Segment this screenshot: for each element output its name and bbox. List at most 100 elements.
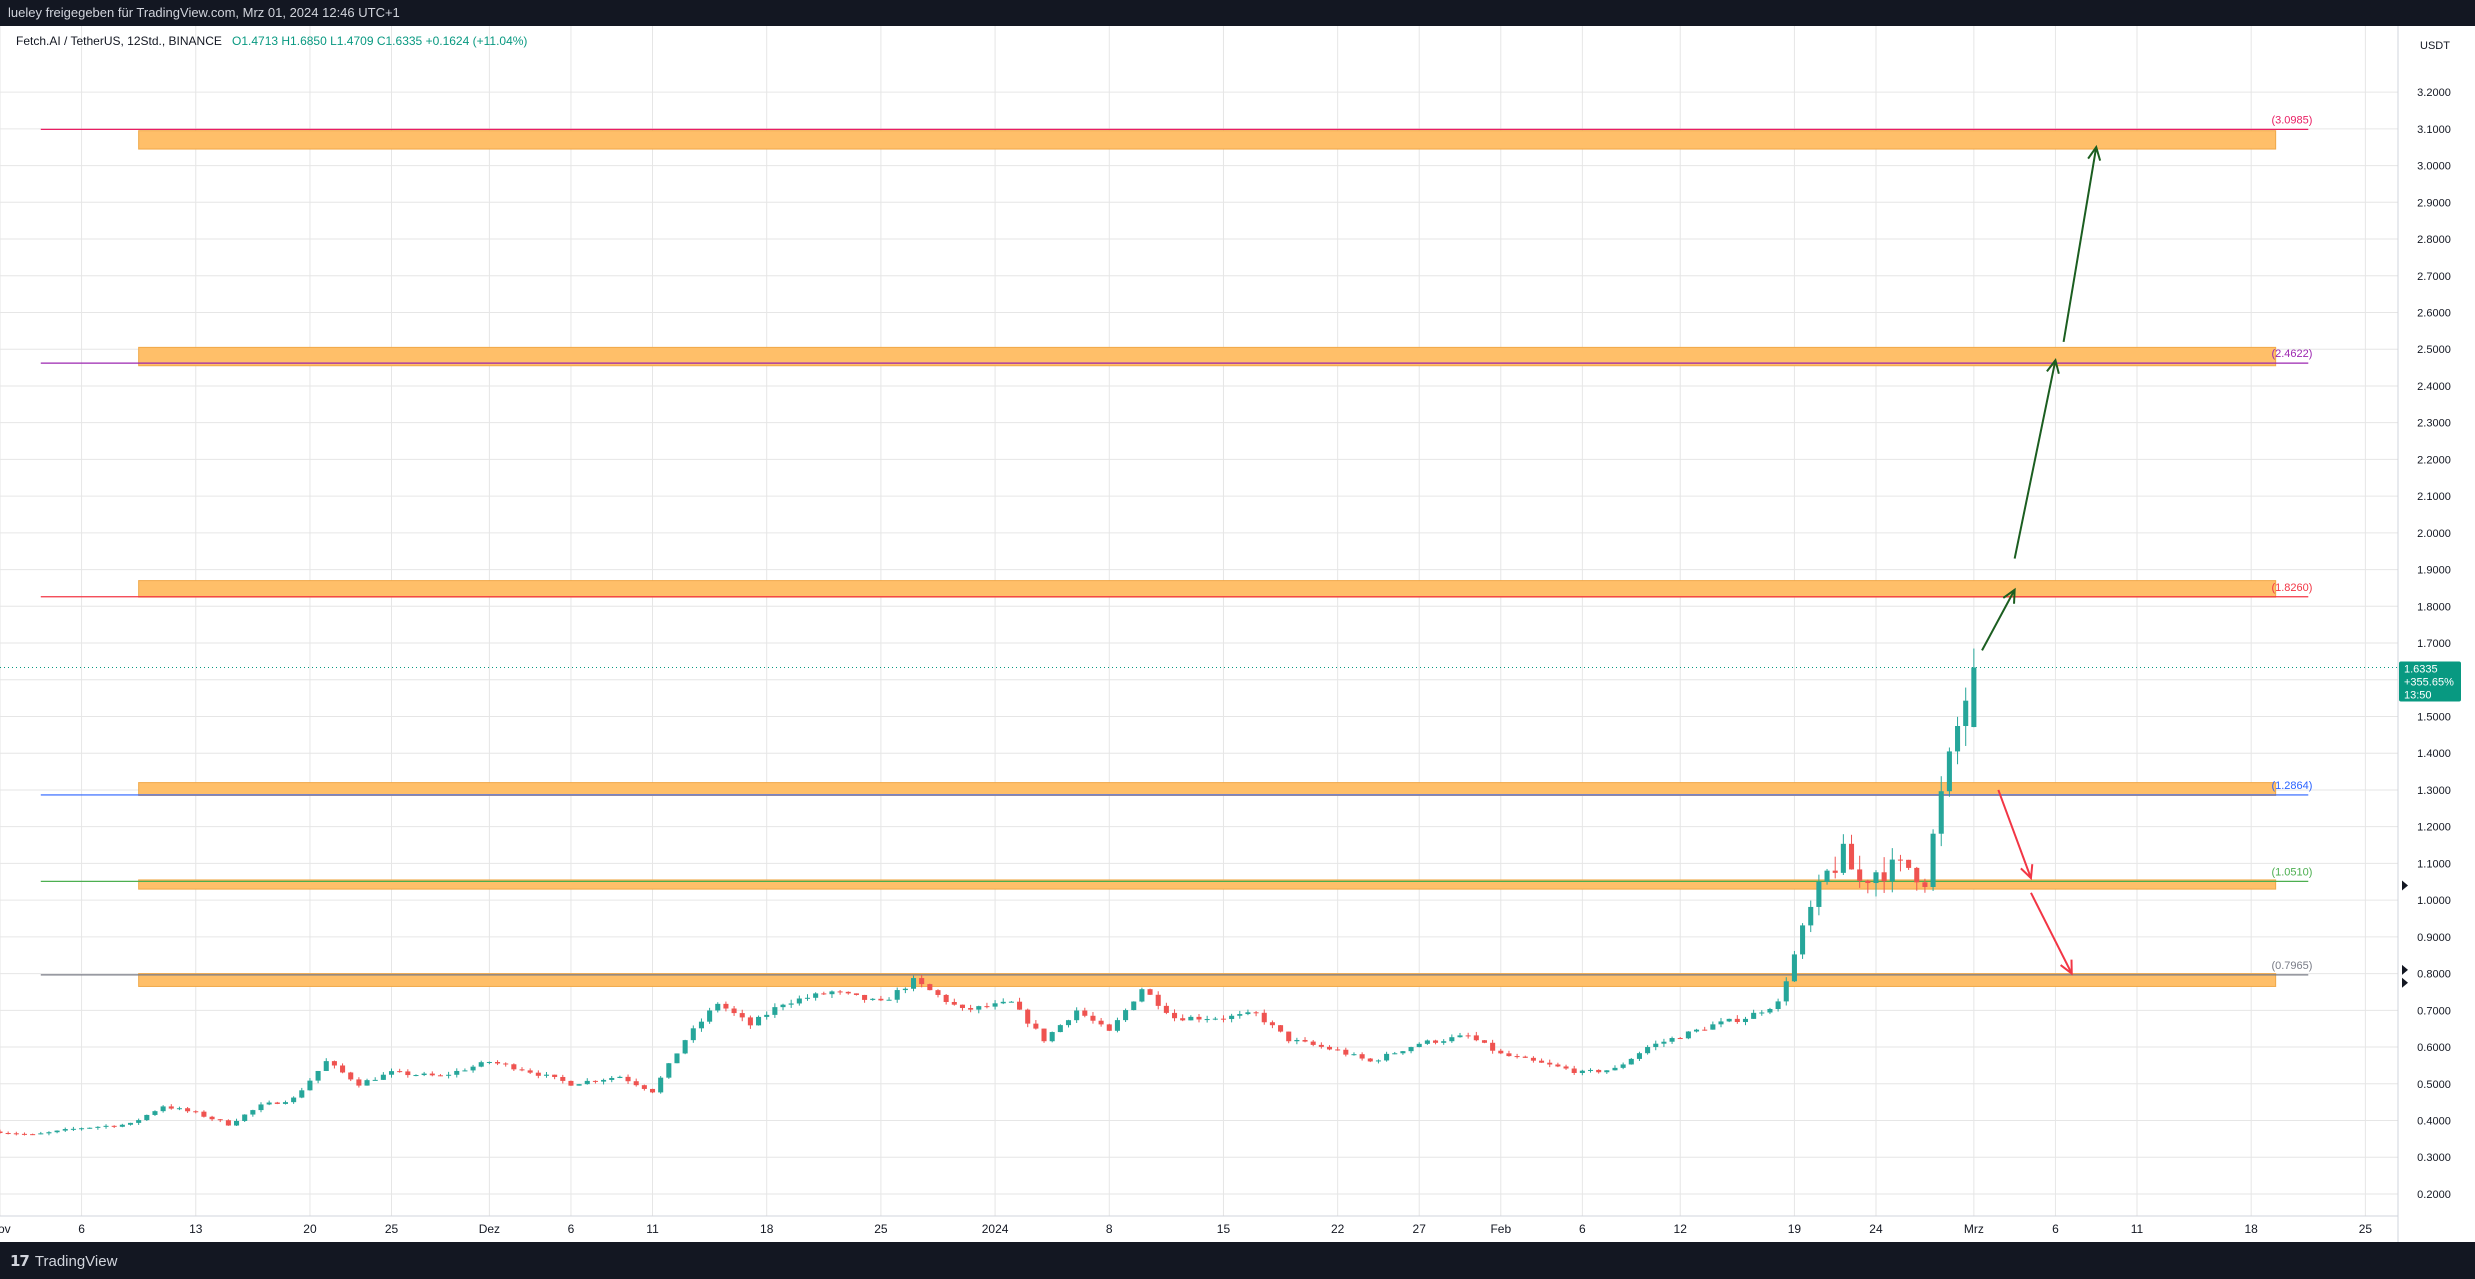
candle-body: [780, 1004, 786, 1008]
candle-body: [1930, 833, 1936, 887]
price-axis[interactable]: 0.2000 0.3000 0.4000 0.5000 0.6000 0.7000 0.80…: [2402, 87, 2451, 1201]
time-tick-label: 13: [189, 1222, 203, 1236]
time-tick-label: 27: [1413, 1222, 1427, 1236]
price-zone: [138, 580, 2277, 598]
candle-body: [1824, 870, 1830, 882]
currency-label: USDT: [2420, 40, 2450, 52]
candle-body: [340, 1065, 346, 1073]
time-tick-label: 20: [303, 1222, 317, 1236]
candle-body: [193, 1111, 199, 1113]
price-chart[interactable]: (3.0985) (2.4622) (1.8260) (1.2864) (1.0510)…: [0, 26, 2475, 1242]
candle-body: [1832, 870, 1838, 873]
candle-body: [160, 1106, 166, 1112]
arrow-shaft: [2013, 360, 2057, 559]
candle-body: [1457, 1035, 1463, 1038]
time-axis[interactable]: Nov 6 13 20 25 Dez 6 11 18 25 2024 8 15 22 27 Feb 6 12 19 2…: [0, 1222, 2372, 1236]
candle-body: [405, 1071, 411, 1076]
candle-body: [397, 1071, 403, 1073]
candle-body: [54, 1130, 60, 1133]
candle-body: [274, 1102, 280, 1104]
candle-body: [1473, 1035, 1479, 1041]
arrow-shaft: [2030, 892, 2073, 975]
candle-body: [1791, 954, 1797, 982]
time-tick-label: 25: [2359, 1222, 2373, 1236]
tradingview-logo[interactable]: 17 TradingView: [10, 1252, 117, 1270]
candle-body: [511, 1064, 517, 1070]
arrow-shaft: [1997, 789, 2032, 879]
candle-body: [535, 1072, 541, 1076]
last-price-marker: 1.6335+355.65%13:50: [0, 661, 2461, 702]
candles: [0, 648, 1977, 1136]
candle-body: [62, 1129, 68, 1131]
candle-body: [1310, 1041, 1316, 1045]
candle-body: [503, 1063, 509, 1065]
candle-body: [1139, 989, 1145, 1002]
candle-body: [976, 1006, 982, 1010]
candle-body: [1775, 1001, 1781, 1010]
arrow-head: [2020, 864, 2034, 881]
candle-body: [1889, 859, 1895, 882]
candle-body: [617, 1076, 623, 1078]
time-tick-label: 12: [1674, 1222, 1688, 1236]
last-price-countdown: 13:50: [2404, 689, 2432, 701]
candle-body: [299, 1090, 305, 1098]
candle-body: [119, 1124, 125, 1127]
candle-body: [658, 1077, 664, 1093]
candle-body: [1278, 1025, 1284, 1032]
candle-body: [633, 1081, 639, 1086]
price-tick-label: 3.1000: [2417, 124, 2451, 136]
ohlc-high: H1.6850: [281, 34, 327, 48]
candle-body: [446, 1074, 452, 1076]
plot-background: [0, 26, 2398, 1242]
candle-body: [1587, 1069, 1594, 1071]
candle-body: [87, 1127, 93, 1129]
candle-body: [796, 998, 802, 1004]
ohlc-close: C1.6335: [377, 34, 423, 48]
candle-body: [1424, 1040, 1430, 1044]
candle-body: [1229, 1015, 1235, 1020]
last-price-value: 1.6335: [2404, 663, 2438, 675]
candle-body: [217, 1119, 223, 1121]
candle-body: [1359, 1054, 1365, 1059]
candle-body: [886, 999, 892, 1001]
time-tick-label: 8: [1106, 1222, 1113, 1236]
candle-body: [176, 1108, 182, 1110]
arrow-head: [2087, 144, 2102, 161]
candle-body: [0, 1131, 3, 1134]
chart-container[interactable]: (3.0985) (2.4622) (1.8260) (1.2864) (1.0510)…: [0, 26, 2475, 1242]
candle-body: [1253, 1012, 1259, 1014]
candle-body: [1848, 843, 1855, 870]
candle-body: [1726, 1018, 1732, 1022]
candle-body: [1163, 1005, 1169, 1013]
candle-body: [821, 993, 827, 995]
candle-body: [1628, 1058, 1634, 1065]
symbol-legend: Fetch.AI / TetherUS, 12Std., BINANCE O1.…: [16, 34, 527, 48]
price-tick-label: 2.0000: [2417, 528, 2451, 540]
candle-body: [609, 1077, 615, 1080]
price-tick-label: 2.6000: [2417, 307, 2451, 319]
candle-body: [992, 1003, 998, 1007]
candle-body: [1465, 1035, 1471, 1037]
price-zone: [138, 973, 2277, 987]
candle-body: [1742, 1018, 1749, 1023]
time-tick-label: 15: [1217, 1222, 1231, 1236]
candle-body: [1963, 700, 1969, 726]
candle-body: [690, 1028, 696, 1041]
candle-body: [1172, 1012, 1178, 1019]
arrow-shaft: [2062, 147, 2098, 343]
candle-body: [201, 1111, 207, 1117]
candle-body: [144, 1114, 150, 1121]
candle-body: [943, 994, 949, 1002]
candle-body: [935, 990, 941, 995]
price-axis-marker: [2402, 880, 2408, 891]
price-tick-label: 0.2000: [2417, 1189, 2451, 1201]
candle-body: [747, 1017, 753, 1026]
arrow-head: [2046, 357, 2060, 375]
candle-body: [1873, 872, 1879, 884]
candle-body: [1946, 751, 1952, 792]
candle-body: [372, 1079, 378, 1081]
candle-body: [1522, 1056, 1528, 1058]
time-tick-label: 11: [646, 1222, 659, 1236]
candle-body: [1914, 867, 1920, 883]
candle-body: [764, 1014, 770, 1017]
